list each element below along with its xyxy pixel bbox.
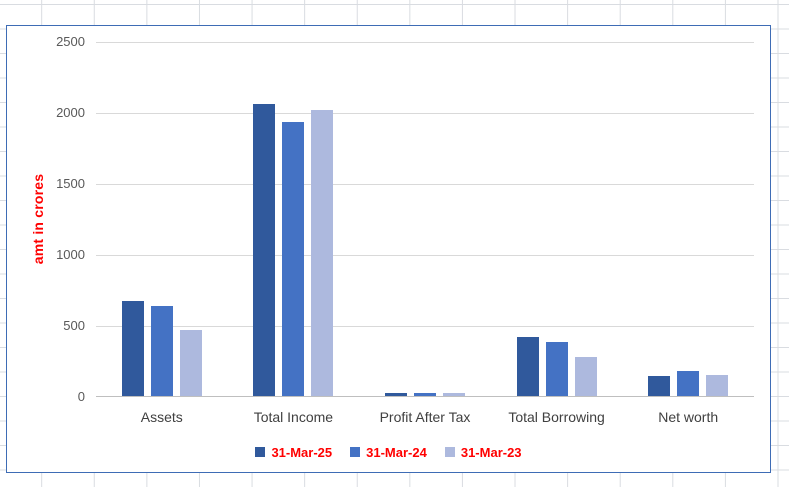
bar-group-total-income (228, 42, 360, 397)
bar-31-Mar-23[interactable] (311, 110, 334, 397)
y-axis-tick-label[interactable]: 1000 (56, 247, 85, 262)
category-label[interactable]: Net worth (658, 409, 719, 425)
legend-label: 31-Mar-23 (460, 444, 522, 460)
bar-group-assets (96, 42, 228, 397)
category-label[interactable]: Total Borrowing (508, 409, 605, 425)
gridline (96, 113, 754, 114)
bar-31-Mar-25[interactable] (648, 376, 671, 397)
bar-31-Mar-24[interactable] (282, 121, 305, 397)
bar-31-Mar-24[interactable] (545, 341, 568, 397)
legend-item-31-Mar-24[interactable]: 31-Mar-24 (350, 445, 427, 460)
legend-item-31-Mar-25[interactable]: 31-Mar-25 (255, 445, 332, 460)
bar-group-total-borrowing (491, 42, 623, 397)
bar-31-Mar-25[interactable] (384, 393, 407, 397)
legend-marker-icon (350, 447, 361, 457)
legend-label: 31-Mar-24 (366, 444, 427, 460)
legend-item-31-Mar-23[interactable]: 31-Mar-23 (444, 444, 522, 460)
chart-object[interactable]: amt in crores 0 500 1000 1500 2000 2500 Asset… (6, 25, 771, 473)
category-label[interactable]: Assets (140, 409, 183, 425)
legend-marker-icon (444, 447, 455, 457)
bar-group-net-worth (622, 42, 754, 397)
y-axis-tick-label[interactable]: 1500 (56, 176, 85, 191)
chart-legend[interactable]: 31-Mar-25 31-Mar-24 31-Mar-23 (7, 442, 770, 462)
legend-label: 31-Mar-25 (271, 444, 333, 460)
category-label[interactable]: Total Income (253, 409, 334, 425)
y-axis-tick-label[interactable]: 2000 (56, 105, 85, 120)
x-axis-line (96, 396, 754, 397)
y-axis-tick-label[interactable]: 500 (63, 318, 85, 333)
bar-31-Mar-25[interactable] (121, 301, 144, 397)
bar-31-Mar-25[interactable] (253, 103, 276, 397)
bar-31-Mar-23[interactable] (574, 357, 597, 397)
gridline (96, 255, 754, 256)
bar-31-Mar-24[interactable] (150, 306, 173, 397)
bar-31-Mar-25[interactable] (516, 336, 539, 397)
plot-area[interactable] (96, 42, 754, 397)
bar-31-Mar-24[interactable] (677, 370, 700, 397)
bar-31-Mar-24[interactable] (413, 393, 436, 397)
bar-group-profit-after-tax (359, 42, 491, 397)
bar-31-Mar-23[interactable] (706, 375, 729, 397)
category-label[interactable]: Profit After Tax (379, 409, 471, 425)
bar-31-Mar-23[interactable] (179, 329, 202, 397)
legend-marker-icon (255, 447, 266, 457)
y-axis-tick-label[interactable]: 0 (77, 389, 85, 404)
gridline (96, 326, 754, 327)
bar-31-Mar-23[interactable] (442, 393, 465, 397)
y-axis-tick-label[interactable]: 2500 (56, 34, 85, 49)
gridline (96, 42, 754, 43)
gridline (96, 184, 754, 185)
chart-canvas: amt in crores 0 500 1000 1500 2000 2500 Asset… (7, 26, 770, 472)
